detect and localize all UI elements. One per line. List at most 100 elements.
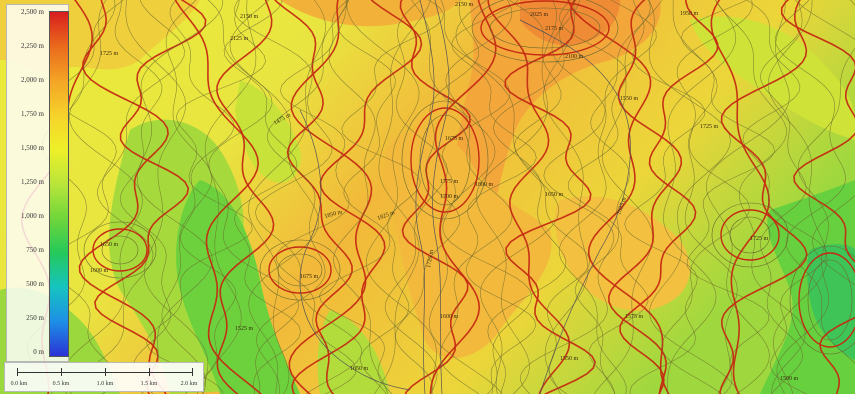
contour-loop bbox=[410, 107, 480, 213]
contour-major bbox=[619, 0, 719, 394]
contour-loop bbox=[471, 0, 619, 63]
contour-minor bbox=[742, 0, 827, 394]
contour-elevation-label: 1550 m bbox=[620, 96, 639, 102]
contour-elevation-label: 1700 m bbox=[440, 194, 459, 200]
contour-elevation-label: 2125 m bbox=[230, 36, 249, 42]
contour-minor bbox=[374, 0, 431, 394]
contour-elevation-label: 1650 m bbox=[100, 242, 119, 248]
trails bbox=[299, 0, 631, 394]
contour-elevation-label: 1625 m bbox=[616, 196, 628, 215]
contour-minor bbox=[593, 0, 663, 394]
contour-elevation-label: 1725 m bbox=[100, 51, 119, 57]
contour-labels: 2150 m 2125 m 2150 m 2025 m 2175 m 2100 m 1950… bbox=[90, 2, 799, 382]
legend-label: 750 m bbox=[26, 246, 44, 254]
scale-label: 1.5 km bbox=[140, 381, 158, 387]
legend-label: 2,250 m bbox=[21, 42, 44, 50]
contour-elevation-label: 1950 m bbox=[680, 11, 699, 17]
scale-label: 2.0 km bbox=[180, 381, 198, 387]
contour-elevation-label: 1725 m bbox=[700, 124, 719, 130]
contour-elevation-label: 2175 m bbox=[545, 26, 564, 32]
contour-elevation-label: 1500 m bbox=[780, 376, 799, 382]
contour-elevation-label: 2150 m bbox=[455, 2, 474, 8]
contour-loop bbox=[83, 221, 157, 279]
scale-bar: 0.0 km 0.5 km 1.0 km 1.5 km 2.0 km bbox=[4, 362, 204, 392]
contour-major bbox=[274, 0, 353, 394]
contour-minor bbox=[62, 0, 143, 394]
contour-minor bbox=[760, 0, 807, 394]
contour-minor bbox=[661, 0, 753, 394]
scale-tick bbox=[192, 368, 193, 376]
contour-major bbox=[94, 0, 207, 394]
contour-minor bbox=[384, 0, 448, 394]
contour-minor bbox=[395, 0, 480, 394]
contour-elevation-label: 1575 m bbox=[625, 314, 644, 320]
contour-minor bbox=[223, 0, 302, 394]
contour-minor bbox=[767, 0, 828, 394]
contour-minor bbox=[256, 0, 349, 394]
contour-loop bbox=[489, 7, 601, 49]
contour-elevation-label: 1850 m bbox=[324, 209, 343, 220]
contour-major bbox=[288, 0, 373, 394]
contour-minor bbox=[551, 0, 627, 394]
contour-elevation-label: 1825 m bbox=[377, 210, 396, 222]
contour-loop bbox=[419, 114, 471, 206]
scale-tick bbox=[105, 368, 106, 376]
scale-tick bbox=[149, 368, 150, 376]
contour-minor bbox=[114, 0, 171, 394]
contour-loop bbox=[268, 246, 332, 294]
legend-label: 250 m bbox=[26, 314, 44, 322]
contour-elevation-label: 2025 m bbox=[530, 12, 549, 18]
contour-minor bbox=[411, 0, 503, 394]
contour-elevation-label: 1725 m bbox=[426, 249, 435, 268]
contour-minor bbox=[65, 0, 185, 394]
contour-loop bbox=[259, 239, 341, 301]
contour-minor bbox=[624, 0, 706, 394]
contour-minor bbox=[328, 0, 388, 394]
contour-major bbox=[608, 0, 683, 394]
elevation-legend: 2,500 m 2,250 m 2,000 m 1,750 m 1,500 m … bbox=[6, 4, 69, 362]
legend-label: 1,500 m bbox=[21, 144, 44, 152]
contour-elevation-label: 2150 m bbox=[240, 14, 259, 20]
contour-loop bbox=[401, 100, 489, 220]
contour-loop bbox=[92, 228, 148, 272]
contour-major bbox=[780, 0, 855, 394]
contour-loop bbox=[101, 235, 139, 265]
contour-elevation-label: 2100 m bbox=[565, 54, 584, 60]
contour-elevation-label: 1600 m bbox=[440, 314, 459, 320]
contour-minor bbox=[161, 0, 212, 394]
scale-label: 0.0 km bbox=[10, 381, 28, 387]
contour-minor bbox=[476, 0, 557, 394]
elevation-color-ramp bbox=[49, 11, 69, 357]
contour-major bbox=[719, 0, 808, 394]
contour-elevation-label: 1675 m bbox=[300, 274, 319, 280]
contour-minor bbox=[169, 0, 237, 394]
contour-loop bbox=[798, 252, 855, 348]
contour-major bbox=[174, 0, 262, 394]
contour-elevation-label: 1550 m bbox=[560, 356, 579, 362]
contour-minor bbox=[705, 0, 790, 394]
legend-label: 2,500 m bbox=[21, 8, 44, 16]
legend-label: 1,250 m bbox=[21, 178, 44, 186]
contour-major bbox=[429, 0, 497, 394]
contour-minor bbox=[439, 0, 513, 394]
contour-major bbox=[710, 0, 770, 394]
contour-minor bbox=[275, 0, 357, 394]
contour-minor bbox=[574, 0, 651, 394]
contour-loop bbox=[711, 202, 789, 268]
legend-label: 0 m bbox=[33, 348, 44, 356]
contour-major bbox=[504, 0, 596, 394]
contour-minor bbox=[455, 0, 560, 394]
contour-loop bbox=[807, 259, 853, 341]
contour-minor bbox=[543, 0, 589, 394]
scale-tick bbox=[61, 368, 62, 376]
contour-elevation-label: 1600 m bbox=[90, 268, 109, 274]
contour-minor bbox=[715, 0, 806, 394]
contour-minor bbox=[233, 0, 363, 394]
legend-label: 1,000 m bbox=[21, 212, 44, 220]
legend-label: 500 m bbox=[26, 280, 44, 288]
contour-major bbox=[399, 0, 471, 394]
contour-minor bbox=[337, 0, 410, 394]
contour-elevation-label: 1675 m bbox=[445, 136, 464, 142]
